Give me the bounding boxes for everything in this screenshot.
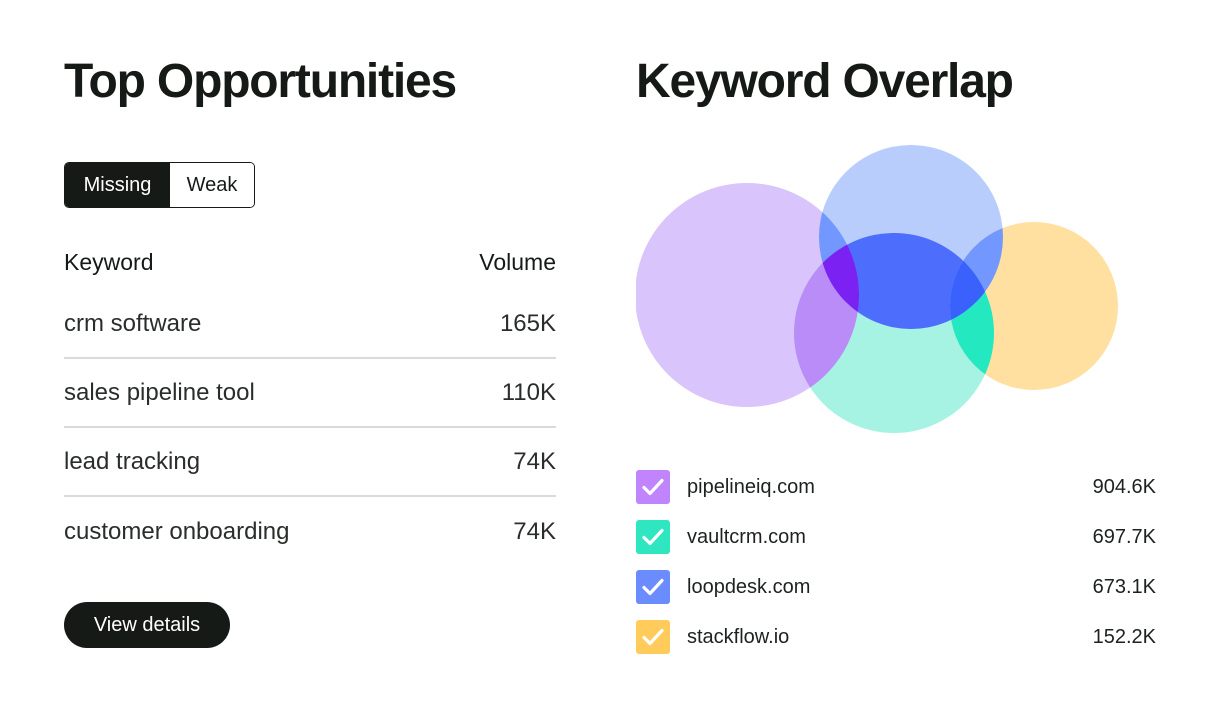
legend-count: 697.7K [1092,525,1156,548]
keyword-overlap-venn [636,145,1118,433]
missing-weak-toggle: Missing Weak [64,162,255,208]
volume-cell: 110K [501,378,556,406]
legend-item-pipelineiq: pipelineiq.com 904.6K [636,462,1156,512]
tab-missing[interactable]: Missing [65,163,170,207]
column-header-keyword: Keyword [64,248,154,275]
keyword-cell: lead tracking [64,447,201,475]
checkmark-icon [642,528,664,546]
loopdesk-stackflow-overlap [950,222,1003,329]
legend-domain: loopdesk.com [687,575,811,598]
keyword-cell: crm software [64,309,202,337]
keyword-cell: sales pipeline tool [64,378,255,406]
panel-title: Keyword Overlap [636,55,1014,108]
table-row[interactable]: crm software 165K [64,290,556,359]
legend-count: 673.1K [1092,575,1156,598]
column-header-volume: Volume [479,248,556,275]
volume-cell: 74K [513,517,556,545]
loopdesk-checkbox[interactable] [636,570,670,604]
legend-domain: vaultcrm.com [687,525,806,548]
legend-item-vaultcrm: vaultcrm.com 697.7K [636,512,1156,562]
legend-domain: pipelineiq.com [687,475,815,498]
pipelineiq-checkbox[interactable] [636,470,670,504]
pipelineiq-vaultcrm-loopdesk-overlap [819,233,859,329]
legend-item-loopdesk: loopdesk.com 673.1K [636,562,1156,612]
volume-cell: 74K [513,447,556,475]
legend-item-stackflow: stackflow.io 152.2K [636,612,1156,662]
table-row[interactable]: sales pipeline tool 110K [64,359,556,428]
tab-weak[interactable]: Weak [170,163,254,207]
checkmark-icon [642,578,664,596]
stackflow-checkbox[interactable] [636,620,670,654]
top-opportunities-panel: Top Opportunities Missing Weak Keyword V… [64,0,556,712]
keyword-cell: customer onboarding [64,517,290,545]
table-row[interactable]: customer onboarding 74K [64,497,556,566]
volume-cell: 165K [499,309,556,337]
opportunities-table: crm software 165K sales pipeline tool 11… [64,290,556,566]
view-details-button[interactable]: View details [64,602,230,648]
table-row[interactable]: lead tracking 74K [64,428,556,497]
keyword-overlap-panel: Keyword Overlap [636,0,1156,712]
checkmark-icon [642,628,664,646]
vaultcrm-checkbox[interactable] [636,520,670,554]
legend-count: 152.2K [1092,625,1156,648]
panel-title: Top Opportunities [64,55,457,108]
overlap-legend: pipelineiq.com 904.6K vaultcrm.com 697.7… [636,462,1156,662]
legend-domain: stackflow.io [687,625,790,648]
legend-count: 904.6K [1092,475,1156,498]
table-header: Keyword Volume [64,244,556,280]
checkmark-icon [642,478,664,496]
